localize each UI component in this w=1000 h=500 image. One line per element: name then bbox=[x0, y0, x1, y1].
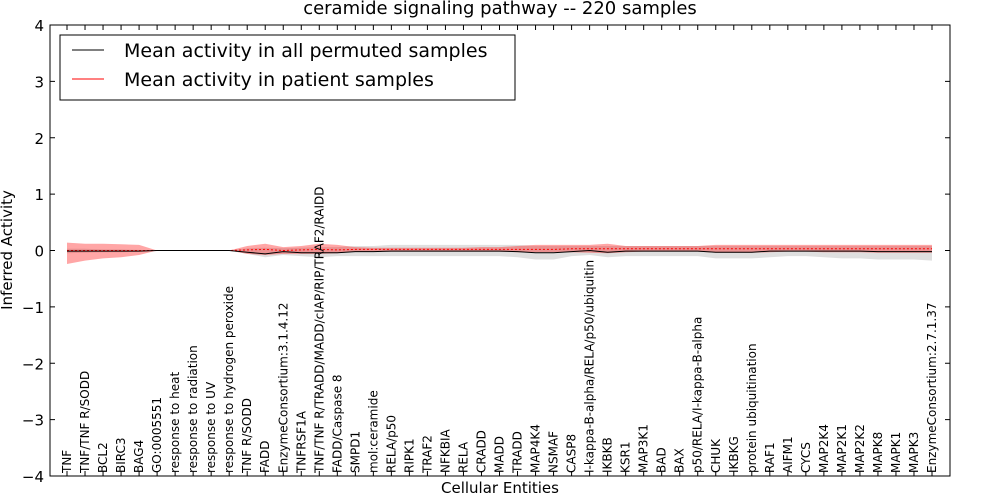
x-tick-label: TNF bbox=[60, 450, 74, 474]
x-tick-label: MAPK8 bbox=[871, 432, 885, 473]
y-tick-label: 2 bbox=[34, 130, 44, 148]
x-tick-label: BAX bbox=[673, 448, 687, 473]
y-tick-label: −3 bbox=[22, 412, 44, 430]
x-tick-label: KSR1 bbox=[619, 442, 633, 473]
x-tick-label: mol:ceramide bbox=[366, 390, 380, 473]
x-tick-label: p50/RELA/I-kappa-B-alpha bbox=[691, 317, 705, 473]
x-tick-label: I-kappa-B-alpha/RELA/p50/ubiquitin bbox=[583, 260, 597, 473]
x-tick-label: BAD bbox=[655, 447, 669, 473]
x-tick-label: TNF R/SODD bbox=[240, 398, 254, 474]
x-tick-label: AIFM1 bbox=[781, 436, 795, 473]
x-tick-label: EnzymeConsortium:3.1.4.12 bbox=[276, 302, 290, 473]
x-tick-label: EnzymeConsortium:2.7.1.37 bbox=[925, 302, 939, 473]
x-tick-label: GO:0005551 bbox=[150, 397, 164, 473]
x-tick-label: TNF/TNF R/SODD bbox=[78, 371, 92, 474]
x-tick-label: MAP2K4 bbox=[817, 424, 831, 473]
x-tick-label: response to heat bbox=[168, 371, 182, 473]
x-tick-label: MAPK3 bbox=[907, 432, 921, 473]
x-tick-label: TNFRSF1A bbox=[294, 410, 308, 474]
x-tick-label: MADD bbox=[493, 436, 507, 473]
x-tick-label: response to hydrogen peroxide bbox=[222, 286, 236, 473]
x-tick-label: NSMAF bbox=[547, 431, 561, 473]
y-tick-label: 1 bbox=[34, 186, 44, 204]
x-tick-label: RIPK1 bbox=[402, 438, 416, 473]
y-tick-label: 3 bbox=[34, 73, 44, 91]
x-tick-label: response to UV bbox=[204, 381, 218, 473]
x-tick-label: BIRC3 bbox=[114, 437, 128, 473]
y-tick-label: 4 bbox=[34, 17, 44, 35]
x-tick-label: MAP2K1 bbox=[835, 424, 849, 473]
legend-label-patient: Mean activity in patient samples bbox=[124, 69, 434, 91]
x-tick-label: TRAF2 bbox=[420, 435, 434, 474]
x-tick-label: MAPK1 bbox=[889, 432, 903, 473]
x-tick-label: RAF1 bbox=[763, 442, 777, 473]
y-axis-label: Inferred Activity bbox=[0, 190, 16, 310]
x-tick-label: IKBKG bbox=[727, 436, 741, 473]
x-tick-label: BAG4 bbox=[132, 440, 146, 473]
x-tick-label: RELA bbox=[457, 441, 471, 473]
y-tick-label: −2 bbox=[22, 355, 44, 373]
x-axis-label: Cellular Entities bbox=[441, 479, 559, 497]
x-tick-label: MAP4K4 bbox=[529, 424, 543, 473]
chart-title: ceramide signaling pathway -- 220 sample… bbox=[303, 0, 697, 19]
x-tick-label: NFKBIA bbox=[438, 428, 452, 473]
x-tick-label: FADD/Caspase 8 bbox=[330, 374, 344, 473]
x-tick-label: IKBKB bbox=[601, 437, 615, 473]
x-tick-label: CRADD bbox=[475, 430, 489, 473]
legend: Mean activity in all permuted samples Me… bbox=[59, 34, 516, 101]
y-tick-label: 0 bbox=[34, 243, 44, 261]
x-tick-label: MAP3K1 bbox=[637, 424, 651, 473]
x-tick-label: TNF/TNF R/TRADD/MADD/cIAP/RIP/TRAF2/RAID… bbox=[312, 187, 326, 475]
y-tick-label: −1 bbox=[22, 299, 44, 317]
x-tick-label: CASP8 bbox=[565, 434, 579, 473]
x-tick-label: response to radiation bbox=[186, 345, 200, 473]
x-tick-label: TRADD bbox=[511, 431, 525, 474]
legend-label-permuted: Mean activity in all permuted samples bbox=[124, 40, 487, 62]
x-tick-label: SMPD1 bbox=[348, 431, 362, 473]
legend-box bbox=[59, 34, 516, 101]
axes: −4 −3 −2 −1 0 1 2 3 4 TNF TNF/TNF R/SODD BCL2 BIRC3 B… bbox=[22, 17, 950, 486]
series-line-0 bbox=[67, 249, 932, 255]
x-tick-label: protein ubiquitination bbox=[745, 343, 759, 473]
x-tick-label: FADD bbox=[258, 441, 272, 474]
x-tick-label: MAP2K2 bbox=[853, 424, 867, 473]
x-tick-label: CYCS bbox=[799, 442, 813, 473]
x-tick-label: CHUK bbox=[709, 438, 723, 473]
x-tick-label: BCL2 bbox=[96, 442, 110, 473]
x-tick-label: RELA/p50 bbox=[384, 415, 398, 473]
plot-area bbox=[67, 242, 932, 264]
confidence-band-series-1 bbox=[67, 242, 932, 264]
y-tick-label: −4 bbox=[22, 468, 44, 486]
